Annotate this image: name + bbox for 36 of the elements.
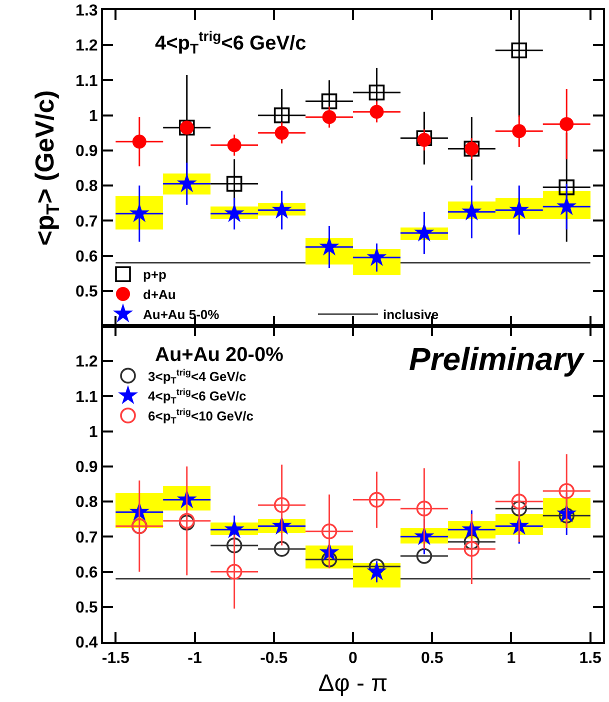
annotation: Preliminary	[409, 341, 586, 377]
y-tick-label: 1.2	[76, 38, 98, 55]
x-tick-label: 1.5	[579, 650, 602, 668]
legend-label: d+Au	[143, 287, 176, 302]
text: Au+Au 20-0%	[155, 344, 284, 366]
x-tick-label: 1	[506, 650, 516, 668]
y-tick-label: 0.8	[76, 178, 98, 196]
legend-label: inclusive	[383, 307, 439, 322]
y-tick-label: 0.5	[76, 283, 98, 300]
y-tick-label: 0.5	[76, 599, 98, 616]
x-axis-title: Δφ - π	[318, 670, 388, 697]
y-tick-label: 1.3	[76, 2, 98, 20]
y-tick-label: 0.4	[76, 634, 98, 652]
legend-label: 3<p$_{T}$$^{trig}$<4 GeV/c	[148, 367, 246, 386]
y-tick-label: 1	[88, 424, 98, 441]
y-tick-label: 1.1	[76, 72, 98, 90]
y-tick-label: 0.9	[76, 143, 98, 160]
legend-label: 6<p$_{T}$$^{trig}$<10 GeV/c	[148, 407, 254, 426]
legend-label: p+p	[143, 267, 167, 282]
y-tick-label: 0.8	[76, 494, 98, 512]
y-tick-label: 0.6	[76, 564, 98, 582]
x-tick-label: 0	[348, 650, 358, 668]
x-tick-label: 0.5	[420, 650, 444, 668]
y-tick-label: 1	[88, 108, 98, 125]
y-tick-label: 0.7	[76, 529, 98, 546]
y-tick-label: 0.7	[76, 213, 98, 230]
y-tick-label: 1.2	[76, 354, 98, 371]
y-tick-label: 0.6	[76, 248, 98, 266]
text: 4<p$_{T}$$^{trig}$<6 GeV/c	[155, 28, 306, 57]
y-tick-label: 0.9	[76, 459, 98, 476]
x-tick-label: -1	[188, 650, 202, 668]
x-tick-label: -0.5	[260, 650, 288, 668]
x-tick-label: -1.5	[102, 650, 130, 668]
legend-label: 4<p$_{T}$$^{trig}$<6 GeV/c	[148, 387, 246, 406]
legend-label: Au+Au 5-0%	[143, 306, 220, 322]
y-tick-label: 1.1	[76, 388, 98, 406]
